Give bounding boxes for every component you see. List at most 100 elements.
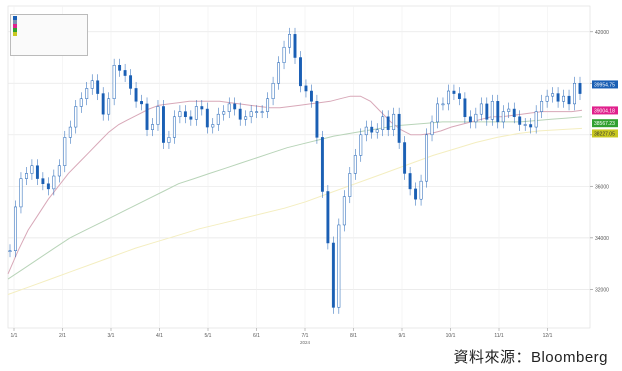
legend-swatch-2 <box>13 24 17 28</box>
price-candle-2 <box>19 178 23 208</box>
price-candle-4 <box>30 165 34 174</box>
x-tick-label-6: 7/1 <box>302 333 309 339</box>
price-candle-72 <box>403 142 407 174</box>
price-candle-1 <box>14 206 17 251</box>
legend-row-0 <box>13 16 85 20</box>
price-candle-38 <box>216 113 220 125</box>
x-tick-label-5: 6/1 <box>253 333 260 339</box>
price-candle-104 <box>578 83 582 94</box>
x-tick-label-0: 1/1 <box>11 333 18 339</box>
x-tick-label-8: 9/1 <box>399 333 406 339</box>
price-candle-22 <box>129 75 133 89</box>
price-candle-33 <box>189 116 193 120</box>
price-candle-83 <box>463 98 467 118</box>
price-candle-5 <box>35 165 39 179</box>
legend-swatch-3 <box>13 28 17 32</box>
price-candle-43 <box>244 116 248 120</box>
price-candle-8 <box>52 175 56 190</box>
price-candle-86 <box>479 103 483 115</box>
price-candle-50 <box>282 46 286 63</box>
price-candle-32 <box>183 111 187 118</box>
chart-area: 3200034000360003800040000420001/12/13/14… <box>7 5 618 345</box>
price-candle-21 <box>123 70 127 76</box>
price-candle-90 <box>501 111 505 123</box>
price-candle-68 <box>381 116 385 130</box>
price-candle-102 <box>567 95 571 105</box>
price-candle-54 <box>304 85 308 92</box>
y-tick-label-2: 36000 <box>595 184 609 190</box>
price-candle-36 <box>205 108 209 128</box>
price-candle-103 <box>573 83 576 105</box>
price-candle-78 <box>436 103 439 123</box>
price-candle-55 <box>309 90 313 102</box>
ma-mid-line <box>7 116 583 280</box>
x-tick-label-11: 12/1 <box>543 333 553 339</box>
price-candle-52 <box>293 34 297 58</box>
price-tag-label-1: 39004.18 <box>594 108 615 114</box>
price-candle-63 <box>353 155 357 174</box>
price-candle-42 <box>238 108 242 120</box>
price-candle-76 <box>425 134 428 182</box>
price-candle-100 <box>556 93 560 102</box>
y-tick-label-1: 34000 <box>595 236 609 242</box>
price-candle-16 <box>96 80 100 94</box>
legend-swatch-4 <box>13 32 17 36</box>
price-candle-51 <box>288 34 291 48</box>
price-candle-35 <box>200 106 204 110</box>
price-candle-101 <box>562 95 566 102</box>
price-tag-3 <box>592 129 618 138</box>
price-candle-88 <box>490 101 494 120</box>
price-candle-71 <box>397 113 401 143</box>
price-candle-70 <box>392 113 396 130</box>
price-candle-93 <box>518 116 522 125</box>
price-candle-92 <box>512 108 516 118</box>
price-candle-98 <box>545 95 549 102</box>
price-candle-28 <box>162 106 165 143</box>
price-candle-60 <box>337 224 341 308</box>
price-candle-97 <box>540 101 544 112</box>
price-tag-2 <box>592 119 618 128</box>
price-candle-25 <box>145 103 149 130</box>
price-candle-82 <box>457 93 461 99</box>
price-candle-34 <box>194 106 198 120</box>
price-candle-40 <box>227 103 231 112</box>
price-candle-45 <box>255 111 259 113</box>
price-tag-1 <box>592 106 618 115</box>
price-candle-15 <box>90 80 94 89</box>
candlestick-chart: 3200034000360003800040000420001/12/13/14… <box>7 5 618 345</box>
price-candle-20 <box>118 64 122 71</box>
price-candle-30 <box>172 116 176 138</box>
price-candle-3 <box>24 173 28 179</box>
x-tick-label-10: 11/1 <box>494 333 504 339</box>
price-candle-77 <box>430 121 434 136</box>
price-candle-6 <box>41 178 45 184</box>
price-candle-56 <box>315 101 319 138</box>
x-tick-label-9: 10/1 <box>446 333 456 339</box>
price-candle-85 <box>474 113 478 123</box>
price-candle-96 <box>534 111 538 128</box>
price-candle-0 <box>8 250 12 252</box>
legend-row-4 <box>13 32 85 36</box>
price-candle-94 <box>523 124 527 126</box>
price-candle-9 <box>57 165 61 177</box>
chart-legend <box>10 14 88 56</box>
price-candle-73 <box>408 173 412 190</box>
price-candle-69 <box>386 116 390 130</box>
y-tick-label-0: 32000 <box>595 287 609 293</box>
price-candle-10 <box>63 137 67 166</box>
price-candle-29 <box>167 137 171 143</box>
price-candle-58 <box>326 191 330 244</box>
price-candle-31 <box>178 111 182 118</box>
x-tick-label-4: 5/1 <box>205 333 212 339</box>
year-label: 2024 <box>300 340 311 345</box>
price-candle-47 <box>266 98 270 112</box>
price-candle-95 <box>529 124 533 128</box>
price-candle-84 <box>468 116 472 123</box>
price-candle-79 <box>441 103 445 106</box>
price-candle-53 <box>299 57 302 87</box>
x-tick-label-1: 2/1 <box>59 333 66 339</box>
price-candle-57 <box>320 137 324 192</box>
source-note: 資料來源：Bloomberg <box>453 349 608 366</box>
y-tick-label-5: 42000 <box>595 30 609 36</box>
price-tag-label-2: 38567.23 <box>594 121 615 127</box>
